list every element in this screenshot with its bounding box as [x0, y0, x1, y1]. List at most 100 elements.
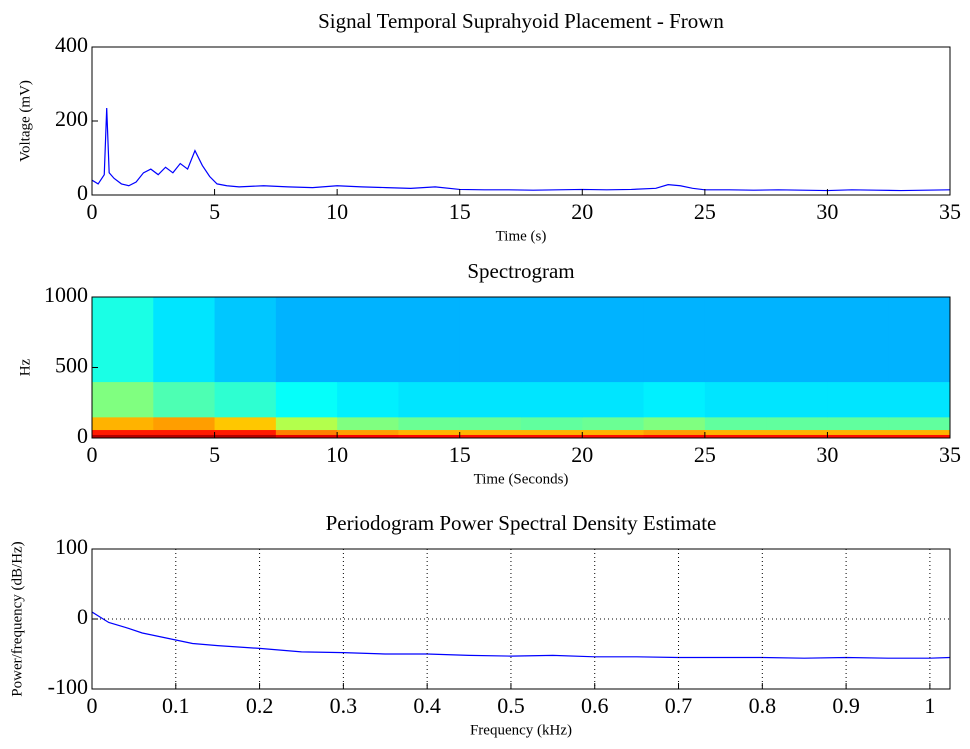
heat-cell — [275, 297, 338, 383]
series-line — [92, 108, 950, 192]
y-tick-label: 400 — [55, 32, 88, 57]
y-tick-label: 500 — [55, 353, 88, 378]
heat-cell — [398, 381, 461, 418]
heat-cell — [92, 429, 154, 435]
x-tick-label: 0.7 — [665, 693, 693, 718]
heat-cell — [337, 297, 399, 383]
heat-cell — [214, 381, 277, 418]
x-tick-label: 0.5 — [497, 693, 525, 718]
heat-cell — [153, 381, 216, 418]
heat-cell — [766, 434, 828, 438]
heat-cell — [398, 434, 461, 438]
heat-cell — [582, 429, 645, 435]
heat-cell — [643, 429, 706, 435]
heat-cell — [153, 434, 216, 438]
x-tick-label: 25 — [694, 199, 716, 224]
axes-box — [91, 548, 951, 690]
x-tick-label: 15 — [449, 199, 471, 224]
heat-cell — [643, 297, 706, 383]
x-tick-label: 5 — [209, 199, 220, 224]
heat-cell — [398, 416, 461, 431]
x-tick-label: 0 — [87, 693, 98, 718]
x-tick-label: 30 — [816, 442, 838, 467]
x-axis-label: Time (s) — [496, 228, 547, 244]
y-tick-label: 1000 — [44, 282, 88, 307]
x-tick-label: 0 — [87, 199, 98, 224]
plot-content — [92, 297, 950, 438]
x-tick-label: 15 — [449, 442, 471, 467]
heat-cell — [827, 381, 890, 418]
series-line — [92, 611, 950, 659]
heat-cell — [888, 381, 950, 418]
x-tick-label: 25 — [694, 442, 716, 467]
heat-cell — [337, 429, 399, 435]
heat-cell — [214, 297, 277, 383]
x-tick-label: 10 — [326, 442, 348, 467]
heat-cell — [459, 381, 522, 418]
heat-cell — [92, 434, 154, 438]
heat-cell — [888, 297, 950, 383]
heat-cell — [521, 297, 583, 383]
heat-cell — [704, 429, 767, 435]
heat-cell — [827, 416, 890, 431]
x-tick-label: 0.6 — [581, 693, 609, 718]
heat-cell — [827, 297, 890, 383]
heat-cell — [766, 416, 828, 431]
axes-box — [91, 46, 951, 196]
x-tick-label: 0.4 — [413, 693, 441, 718]
heat-cell — [582, 297, 645, 383]
heat-cell — [521, 416, 583, 431]
y-tick-label: 0 — [77, 423, 88, 448]
x-tick-label: 20 — [571, 442, 593, 467]
heat-cell — [214, 416, 277, 431]
y-axis-label: Hz — [17, 358, 33, 376]
heat-cell — [275, 381, 338, 418]
heat-cell — [643, 434, 706, 438]
x-tick-label: 0.2 — [246, 693, 274, 718]
x-axis-label: Time (Seconds) — [474, 471, 569, 487]
chart-title: Signal Temporal Suprahyoid Placement - F… — [318, 9, 724, 33]
x-tick-label: 30 — [816, 199, 838, 224]
heat-cell — [521, 429, 583, 435]
heat-cell — [275, 429, 338, 435]
heat-cell — [153, 416, 216, 431]
heat-cell — [766, 381, 828, 418]
x-tick-label: 0.9 — [832, 693, 860, 718]
y-tick-label: -100 — [48, 674, 88, 699]
chart-title: Periodogram Power Spectral Density Estim… — [326, 511, 717, 535]
heat-cell — [214, 434, 277, 438]
heat-cell — [92, 297, 154, 383]
heat-cell — [92, 381, 154, 418]
heat-cell — [582, 381, 645, 418]
x-tick-label: 10 — [326, 199, 348, 224]
x-tick-label: 0.3 — [330, 693, 358, 718]
heat-cell — [337, 416, 399, 431]
x-tick-label: 20 — [571, 199, 593, 224]
x-tick-label: 0.1 — [162, 693, 190, 718]
heat-cell — [704, 416, 767, 431]
y-axis-label: Power/frequency (dB/Hz) — [9, 541, 25, 696]
heat-cell — [521, 434, 583, 438]
x-tick-label: 5 — [209, 442, 220, 467]
heat-cell — [459, 297, 522, 383]
heat-cell — [398, 297, 461, 383]
heat-cell — [888, 434, 950, 438]
y-tick-label: 200 — [55, 106, 88, 131]
heat-cell — [398, 429, 461, 435]
x-tick-label: 0.8 — [749, 693, 777, 718]
chart-title: Spectrogram — [467, 259, 574, 283]
x-axis-label: Frequency (kHz) — [470, 722, 572, 738]
x-tick-label: 35 — [939, 442, 961, 467]
axes-box — [91, 296, 951, 439]
heat-cell — [888, 416, 950, 431]
plot-area — [92, 47, 950, 195]
heat-cell — [643, 381, 706, 418]
heat-cell — [153, 429, 216, 435]
heat-cell — [827, 429, 890, 435]
heat-cell — [888, 429, 950, 435]
heat-cell — [521, 381, 583, 418]
heat-cell — [582, 416, 645, 431]
heat-cell — [766, 429, 828, 435]
heat-cell — [214, 429, 277, 435]
